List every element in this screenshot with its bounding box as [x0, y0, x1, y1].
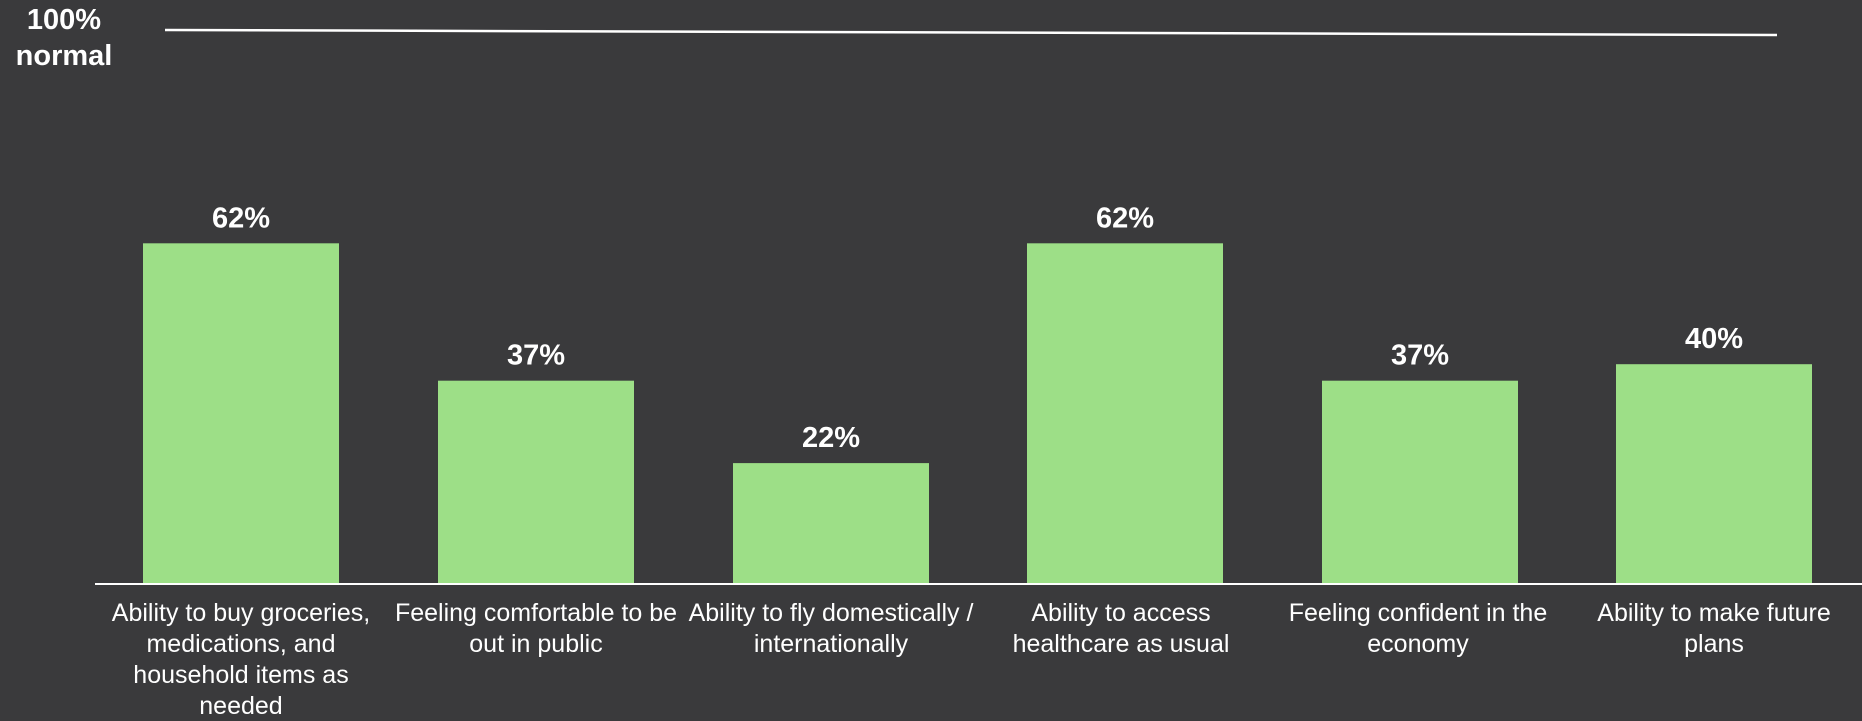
bar: [438, 380, 634, 584]
category-label: Ability to make future plans: [1597, 599, 1831, 658]
bar: [143, 243, 339, 584]
data-label: 40%: [1685, 323, 1743, 355]
bar: [1616, 364, 1812, 584]
category-label: Ability to buy groceries, medications, a…: [111, 599, 371, 720]
data-label: 37%: [507, 340, 565, 372]
reference-line: [164, 28, 1778, 37]
category-label: Feeling comfortable to be out in public: [394, 599, 678, 658]
reference-line-label-value: 100%: [26, 4, 102, 36]
category-label: Ability to fly domestically / internatio…: [688, 599, 974, 658]
category-label: Ability to access healthcare as usual: [1012, 599, 1230, 658]
bar: [733, 463, 929, 584]
reference-line-label: 100% normal: [0, 2, 128, 74]
bar: [1322, 380, 1518, 584]
data-label: 22%: [802, 422, 860, 454]
data-label: 62%: [212, 202, 270, 234]
category-label: Feeling confident in the economy: [1288, 599, 1548, 658]
reference-line-label-text: normal: [15, 40, 113, 72]
data-label: 37%: [1391, 340, 1449, 372]
data-label: 62%: [1096, 202, 1154, 234]
bar: [1027, 243, 1223, 584]
